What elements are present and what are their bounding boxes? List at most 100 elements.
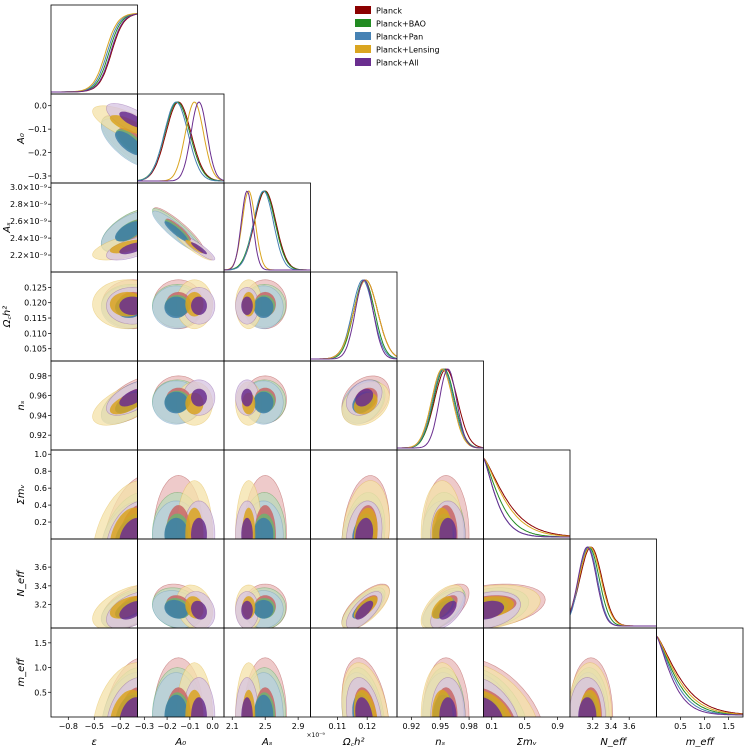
legend-swatch (355, 58, 371, 66)
x-axis-label-meff: m_eff (686, 737, 716, 747)
contour-inner-As-och2-Planck+All (241, 296, 253, 315)
x-tick-label-As: 2.1 (226, 722, 239, 731)
x-tick-label-A0: −0.1 (180, 722, 199, 731)
panel-frame (656, 627, 744, 718)
legend-label: Planck+BAO (376, 20, 426, 29)
x-tick-label-eps: −0.2 (110, 722, 129, 731)
x-tick-label-meff: 0.5 (674, 722, 687, 731)
x-tick-label-neff: 3.6 (623, 722, 636, 731)
x-axis-label-A0: A₀ (174, 737, 186, 747)
marginal-ns-Planck+BAO (397, 368, 484, 449)
y-tick-label-ns: 0.92 (29, 431, 47, 440)
panel-2d-eps-och2 (92, 279, 138, 330)
x-tick-label-och2: 0.12 (358, 722, 376, 731)
contour-inner-A0-mnu-Planck+Pan (164, 517, 188, 539)
panel-1d-As (224, 190, 311, 271)
contour-inner-As-neff-Planck+Pan (253, 599, 274, 619)
y-tick-label-mnu: 0.8 (34, 467, 47, 476)
x-axis-label-ns: nₛ (435, 737, 445, 747)
y-tick-label-neff: 3.4 (34, 582, 47, 591)
contour-inner-A0-As-Planck+Pan (164, 221, 188, 242)
y-tick-label-ns: 0.94 (29, 411, 47, 420)
contour-inner-och2-ns-Planck+All (355, 388, 374, 407)
contour-inner-A0-neff-Planck+All (191, 600, 207, 620)
panel-2d-A0-och2 (151, 279, 216, 330)
y-tick-label-och2: 0.115 (24, 314, 47, 323)
x-tick-label-eps: −0.5 (85, 722, 104, 731)
contour-inner-eps-As-Planck+Pan (115, 221, 138, 242)
marginal-meff-Planck (656, 635, 743, 715)
panel-2d-As-och2 (235, 279, 287, 330)
x-axis-label-eps: ε (92, 737, 98, 747)
marginal-mnu-Planck+Lensing (483, 457, 570, 537)
legend-swatch (355, 32, 371, 40)
marginal-neff-Planck+All (570, 546, 657, 627)
legend: Planck Planck+BAO Planck+Pan Planck+Lensing… (355, 6, 440, 68)
panel-2d-A0-meff (151, 657, 216, 717)
marginal-As-Planck+Pan (224, 190, 311, 271)
legend-label: Planck+All (376, 59, 419, 68)
marginal-As-Planck (224, 190, 311, 271)
x-tick-label-mnu: 0.9 (551, 722, 564, 731)
x-tick-label-A0: −0.2 (157, 722, 176, 731)
x-tick-label-mnu: 0.1 (485, 722, 498, 731)
y-axis-label-As: Aₛ (2, 222, 13, 234)
y-tick-label-As: 2.6×10⁻⁹ (10, 217, 47, 226)
contour-inner-neff-meff-Planck+All (578, 697, 597, 717)
panel-2d-och2-neff (341, 583, 390, 628)
y-tick-label-A0: −0.3 (28, 172, 47, 181)
marginal-As-Planck+All (224, 190, 311, 271)
contour-inner-As-och2-Planck+Pan (253, 296, 274, 318)
panel-2d-eps-As (92, 209, 138, 261)
y-tick-label-As: 2.4×10⁻⁹ (10, 234, 47, 243)
marginal-eps-Planck+Lensing (51, 12, 138, 93)
contour-inner-eps-mnu-Planck+All (119, 517, 138, 539)
x-tick-label-A0: 0.0 (206, 722, 219, 731)
panel-2d-As-mnu (235, 475, 287, 539)
x-tick-label-meff: 1.5 (722, 722, 735, 731)
x-tick-label-As: 2.5 (259, 722, 272, 731)
panel-2d-eps-meff (93, 658, 138, 717)
marginal-meff-Planck+Lensing (656, 635, 743, 715)
legend-swatch (355, 6, 371, 14)
marginal-och2-Planck+All (310, 279, 397, 360)
contour-inner-As-ns-Planck+Pan (253, 391, 274, 414)
y-tick-label-mnu: 0.2 (34, 518, 47, 527)
x-axis-label-mnu: Σmᵥ (517, 737, 537, 747)
panel-2d-neff-meff (570, 657, 614, 717)
contour-inner-eps-och2-Planck+All (119, 296, 138, 315)
x-axis-label-och2: Ω꜀h² (342, 737, 364, 747)
contour-inner-A0-och2-Planck+Pan (164, 296, 188, 318)
y-axis-label-mnu: Σmᵥ (16, 484, 27, 504)
panel-2d-ns-neff (420, 583, 470, 628)
panel-1d-och2 (310, 279, 397, 360)
panel-2d-och2-mnu (341, 475, 390, 539)
contour-inner-As-ns-Planck+All (241, 388, 253, 407)
contour-inner-ns-mnu-Planck+All (439, 517, 457, 539)
panel-2d-mnu-neff (483, 583, 546, 628)
contour-inner-och2-neff-Planck+All (355, 600, 374, 620)
panel-1d-mnu (483, 457, 570, 538)
contour-inner-eps-As-Planck+All (119, 242, 138, 255)
contour-inner-As-mnu-Planck+Pan (253, 517, 274, 539)
panel-2d-eps-mnu (94, 477, 138, 539)
y-tick-label-meff: 1.0 (34, 664, 47, 673)
x-sci-label-As: ×10⁻⁹ (307, 732, 326, 739)
marginal-As-Planck+Lensing (224, 190, 311, 271)
panel-2d-eps-A0 (92, 103, 138, 166)
x-tick-label-ns: 0.92 (403, 722, 421, 731)
y-tick-label-meff: 1.5 (34, 639, 47, 648)
x-tick-label-neff: 3.2 (586, 722, 599, 731)
marginal-ns-Planck+All (397, 368, 484, 449)
contour-inner-A0-mnu-Planck+All (191, 517, 207, 539)
marginal-A0-Planck+BAO (137, 101, 224, 182)
panel-1d-eps (51, 12, 138, 93)
panel-2d-ns-meff (420, 657, 470, 717)
legend-swatch (355, 45, 371, 53)
panel-2d-A0-mnu (151, 475, 216, 539)
contour-inner-och2-mnu-Planck+All (355, 517, 374, 539)
y-axis-label-meff: m_eff (16, 657, 27, 687)
y-tick-label-mnu: 0.6 (34, 484, 47, 493)
y-tick-label-A0: −0.1 (28, 125, 47, 134)
